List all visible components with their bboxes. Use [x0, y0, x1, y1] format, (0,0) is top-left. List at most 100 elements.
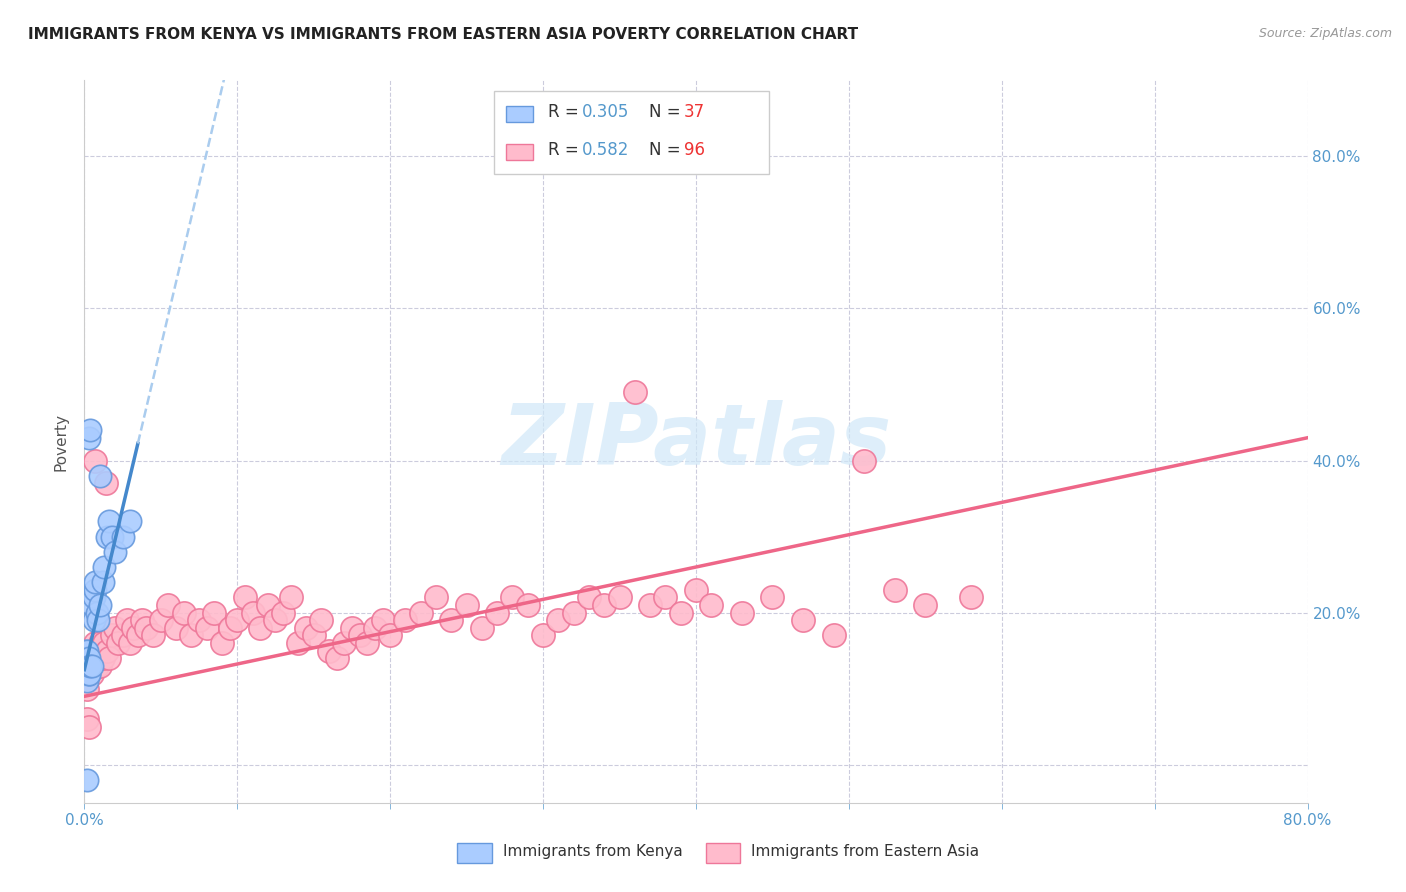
- Point: [165, 621, 187, 635]
- Point: [502, 591, 524, 605]
- Point: [84, 575, 107, 590]
- Point: [120, 636, 142, 650]
- Point: [76, 666, 98, 681]
- Point: [77, 659, 100, 673]
- Point: [593, 598, 616, 612]
- Text: N =: N =: [650, 103, 686, 121]
- Point: [654, 591, 676, 605]
- Text: R =: R =: [548, 103, 583, 121]
- Point: [76, 681, 98, 696]
- Point: [562, 606, 585, 620]
- Point: [83, 659, 105, 673]
- Point: [91, 575, 114, 590]
- Point: [80, 598, 103, 612]
- Point: [86, 606, 108, 620]
- Point: [77, 720, 100, 734]
- Bar: [506, 106, 533, 122]
- Point: [211, 636, 233, 650]
- Text: ZIPatlas: ZIPatlas: [501, 400, 891, 483]
- Point: [80, 659, 103, 673]
- Point: [325, 651, 347, 665]
- Point: [960, 591, 983, 605]
- Point: [79, 643, 101, 657]
- Point: [76, 674, 98, 689]
- Point: [364, 621, 387, 635]
- Point: [371, 613, 394, 627]
- Point: [318, 643, 340, 657]
- Text: R =: R =: [548, 141, 583, 159]
- Point: [792, 613, 814, 627]
- Point: [97, 651, 120, 665]
- Point: [86, 651, 108, 665]
- Point: [79, 659, 101, 673]
- Point: [94, 476, 117, 491]
- Point: [295, 621, 318, 635]
- Point: [638, 598, 661, 612]
- Bar: [457, 843, 492, 863]
- Text: Source: ZipAtlas.com: Source: ZipAtlas.com: [1258, 27, 1392, 40]
- Point: [486, 606, 509, 620]
- Point: [349, 628, 371, 642]
- Point: [96, 643, 118, 657]
- Point: [440, 613, 463, 627]
- Point: [547, 613, 569, 627]
- Text: Immigrants from Eastern Asia: Immigrants from Eastern Asia: [751, 845, 979, 859]
- Point: [89, 659, 111, 673]
- Point: [425, 591, 447, 605]
- Point: [101, 530, 124, 544]
- Point: [107, 636, 129, 650]
- Point: [700, 598, 723, 612]
- Point: [75, 666, 97, 681]
- Point: [104, 545, 127, 559]
- Point: [409, 606, 432, 620]
- Point: [257, 598, 280, 612]
- Point: [80, 666, 103, 681]
- Point: [218, 621, 240, 635]
- Point: [883, 582, 905, 597]
- Text: 0.305: 0.305: [582, 103, 630, 121]
- Text: Immigrants from Kenya: Immigrants from Kenya: [503, 845, 682, 859]
- Point: [76, 659, 98, 673]
- Point: [76, 712, 98, 726]
- Point: [76, 666, 98, 681]
- Point: [84, 582, 107, 597]
- Point: [340, 621, 363, 635]
- Y-axis label: Poverty: Poverty: [53, 412, 69, 471]
- Point: [76, 772, 98, 787]
- Point: [96, 530, 118, 544]
- Point: [761, 591, 783, 605]
- Point: [122, 621, 145, 635]
- Text: 37: 37: [683, 103, 704, 121]
- Point: [87, 613, 110, 627]
- Point: [914, 598, 936, 612]
- Point: [111, 628, 134, 642]
- Point: [180, 628, 202, 642]
- Point: [83, 613, 105, 627]
- Point: [823, 628, 845, 642]
- Point: [77, 431, 100, 445]
- Point: [75, 651, 97, 665]
- Point: [531, 628, 554, 642]
- Point: [77, 651, 100, 665]
- Point: [280, 591, 302, 605]
- Point: [120, 515, 142, 529]
- Point: [111, 530, 134, 544]
- Point: [142, 628, 165, 642]
- Point: [195, 621, 218, 635]
- Point: [609, 591, 631, 605]
- Point: [89, 598, 111, 612]
- Point: [356, 636, 378, 650]
- Bar: [706, 843, 740, 863]
- Point: [127, 628, 149, 642]
- Point: [394, 613, 416, 627]
- Bar: [506, 144, 533, 160]
- Point: [104, 621, 127, 635]
- Point: [471, 621, 494, 635]
- Point: [89, 636, 111, 650]
- Point: [624, 385, 647, 400]
- Point: [242, 606, 264, 620]
- Text: 0.582: 0.582: [582, 141, 630, 159]
- Point: [731, 606, 754, 620]
- Point: [77, 666, 100, 681]
- Point: [83, 643, 105, 657]
